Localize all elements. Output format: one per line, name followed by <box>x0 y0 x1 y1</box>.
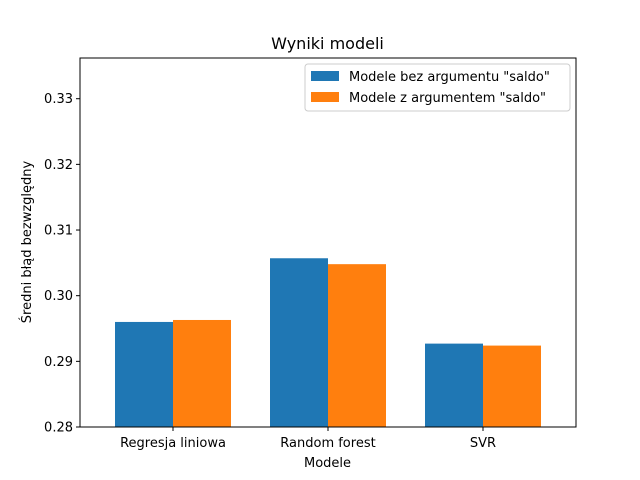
legend-label: Modele z argumentem "saldo" <box>349 91 546 106</box>
y-tick-label: 0.30 <box>44 289 73 304</box>
bar-with-saldo <box>483 345 541 427</box>
legend-swatch <box>311 71 339 81</box>
legend: Modele bez argumentu "saldo" Modele z arg… <box>304 63 571 112</box>
x-axis: Regresja liniowa Random forest SVR <box>120 427 496 451</box>
legend-box <box>304 63 571 112</box>
bar-without-saldo <box>270 258 328 427</box>
y-tick-label: 0.31 <box>44 224 73 239</box>
legend-label: Modele bez argumentu "saldo" <box>349 70 550 85</box>
bars-group <box>115 258 541 427</box>
x-tick-label: SVR <box>470 436 496 451</box>
y-tick-label: 0.32 <box>44 158 73 173</box>
y-tick-label: 0.29 <box>44 355 73 370</box>
y-axis: 0.28 0.29 0.30 0.31 0.32 0.33 <box>44 92 80 436</box>
y-tick-label: 0.33 <box>44 92 73 107</box>
x-tick-label: Random forest <box>280 436 375 451</box>
chart-title: Wyniki modeli <box>271 34 384 53</box>
x-tick-label: Regresja liniowa <box>120 436 226 451</box>
x-axis-label: Modele <box>304 456 351 471</box>
bar-without-saldo <box>425 343 483 427</box>
bar-without-saldo <box>115 321 173 427</box>
legend-swatch <box>311 92 339 102</box>
y-tick-label: 0.28 <box>44 421 73 436</box>
bar-with-saldo <box>173 319 231 427</box>
bar-with-saldo <box>328 264 386 427</box>
y-axis-label: Średni błąd bezwzględny <box>19 160 35 323</box>
